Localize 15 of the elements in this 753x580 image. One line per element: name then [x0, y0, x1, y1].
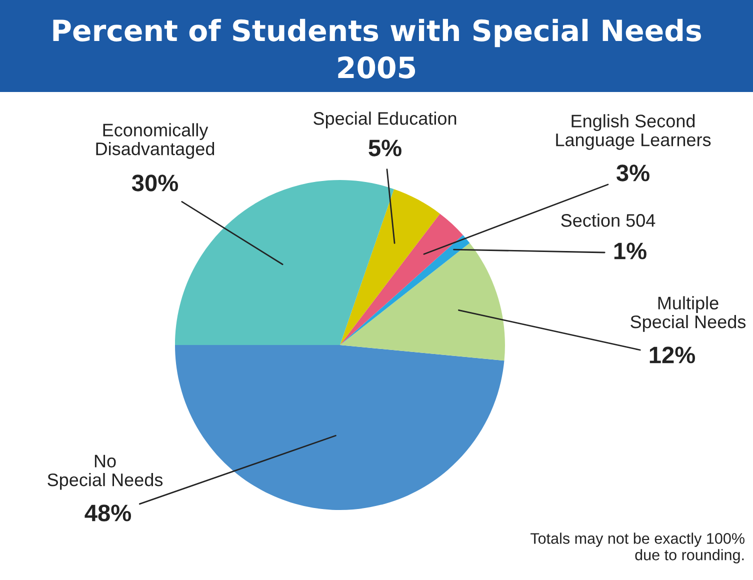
data-label: 5%	[368, 140, 402, 156]
data-label: 3%	[616, 164, 650, 182]
data-label: 12%	[650, 346, 696, 364]
slice-label: Section 504	[561, 214, 656, 227]
slice-label: Multiple Special Needs	[630, 296, 746, 332]
slice-label: English Second Language Learners	[556, 114, 711, 150]
slice-label: Economically Disadvantaged	[96, 123, 214, 159]
data-label: 30%	[132, 174, 178, 192]
data-label: 1%	[614, 242, 646, 260]
chart-subtitle: 2005	[338, 56, 416, 78]
text: Totals may not be exactly 100% due to rounding.	[530, 532, 744, 564]
chart-title: Percent of Students with Special Needs	[53, 18, 701, 48]
data-label: 48%	[84, 504, 132, 522]
slice-label: Special Education	[314, 112, 456, 128]
slice-label: No Special Needs	[48, 454, 163, 490]
